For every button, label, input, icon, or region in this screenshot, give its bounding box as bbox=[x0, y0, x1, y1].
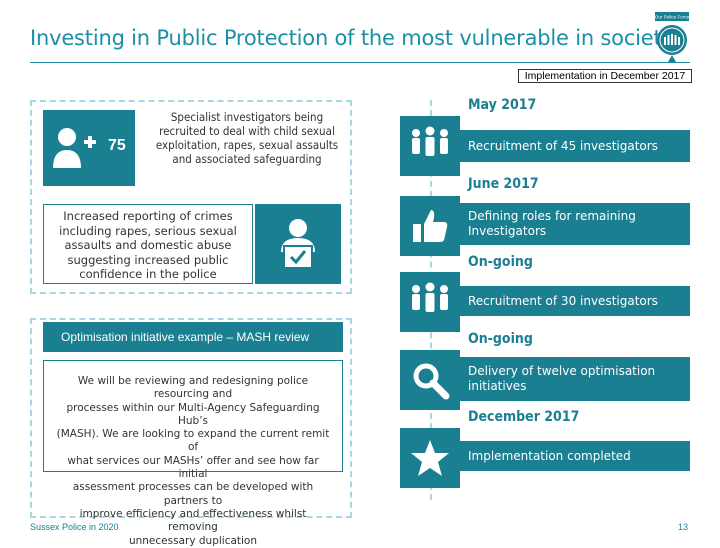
timeline-text: Defining roles for remaining Investigato… bbox=[468, 209, 636, 238]
thumbs-up-icon bbox=[413, 210, 448, 242]
implementation-date-box: Implementation in December 2017 bbox=[518, 69, 692, 83]
description-line: recruited to deal with child sexual bbox=[159, 124, 335, 138]
mash-body-line: unnecessary duplication bbox=[128, 534, 258, 547]
mash-body-line: (MASH). We are looking to expand the cur… bbox=[56, 428, 330, 454]
title-divider bbox=[30, 62, 690, 63]
description-line: assaults and domestic abuse bbox=[64, 238, 232, 252]
description-line: and associated safeguarding bbox=[172, 152, 322, 166]
description-line: Increased reporting of crimes bbox=[63, 209, 233, 223]
page-number: 13 bbox=[678, 522, 689, 532]
footer-label: Sussex Police in 2020 bbox=[30, 522, 119, 532]
magnifier-icon bbox=[413, 363, 450, 400]
description-line: including rapes, serious sexual bbox=[59, 223, 237, 238]
timeline-text: Implementation completed bbox=[468, 448, 631, 463]
timeline-icon-box bbox=[400, 196, 460, 256]
person-laptop-check-icon bbox=[281, 219, 315, 269]
timeline-item: Delivery of twelve optimisation initiati… bbox=[458, 357, 690, 401]
timeline-heading: On-going bbox=[468, 331, 533, 347]
investigators-description: Specialist investigators being recruited… bbox=[150, 110, 344, 186]
timeline-icon-box bbox=[400, 116, 460, 176]
mash-heading: Optimisation initiative example – MASH r… bbox=[43, 322, 343, 352]
timeline-item: Recruitment of 30 investigators bbox=[458, 286, 690, 316]
logo-label: Our Police Force bbox=[655, 15, 690, 20]
mash-body-line: We will be reviewing and redesigning pol… bbox=[77, 375, 309, 401]
mash-body: We will be reviewing and redesigning pol… bbox=[43, 360, 343, 547]
police-logo: Our Police Force bbox=[655, 12, 690, 62]
investigators-count: 75 bbox=[108, 137, 126, 154]
description-line: Specialist investigators being bbox=[170, 110, 324, 124]
timeline-item: Recruitment of 45 investigators bbox=[458, 130, 690, 162]
investigators-stat-box: 75 bbox=[43, 110, 135, 186]
timeline-text: Recruitment of 30 investigators bbox=[468, 293, 658, 308]
people-group-icon bbox=[412, 126, 448, 156]
description-line: suggesting increased public bbox=[67, 252, 229, 267]
description-line: confidence in the police bbox=[79, 267, 217, 281]
mash-body-line: what services our MASHs’ offer and see h… bbox=[67, 454, 319, 481]
mash-body-line: assessment processes can be developed wi… bbox=[72, 481, 314, 507]
reporting-icon-box bbox=[255, 204, 341, 284]
timeline-heading: December 2017 bbox=[468, 409, 580, 425]
mash-body-line: processes within our Multi-Agency Safegu… bbox=[66, 401, 320, 427]
timeline-text: Delivery of twelve optimisation initiati… bbox=[468, 364, 656, 393]
timeline-icon-box bbox=[400, 350, 460, 410]
reporting-description: Increased reporting of crimes including … bbox=[43, 204, 253, 284]
description-line: exploitation, rapes, sexual assaults bbox=[155, 138, 339, 152]
star-icon bbox=[411, 440, 449, 476]
mash-body-line: improve efficiency and effectiveness whi… bbox=[79, 507, 307, 534]
timeline-icon-box bbox=[400, 272, 460, 332]
timeline-text: Recruitment of 45 investigators bbox=[468, 138, 658, 153]
timeline-icon-box bbox=[400, 428, 460, 488]
mash-panel bbox=[30, 318, 352, 518]
people-group-icon bbox=[412, 282, 448, 312]
timeline-heading: May 2017 bbox=[468, 97, 537, 113]
timeline-item: Defining roles for remaining Investigato… bbox=[458, 203, 690, 245]
timeline-item: Implementation completed bbox=[458, 441, 690, 471]
add-person-icon bbox=[53, 128, 96, 168]
timeline-heading: On-going bbox=[468, 254, 533, 270]
page-title: Investing in Public Protection of the mo… bbox=[30, 26, 674, 50]
timeline-heading: June 2017 bbox=[468, 176, 539, 192]
stats-panel bbox=[30, 100, 352, 294]
